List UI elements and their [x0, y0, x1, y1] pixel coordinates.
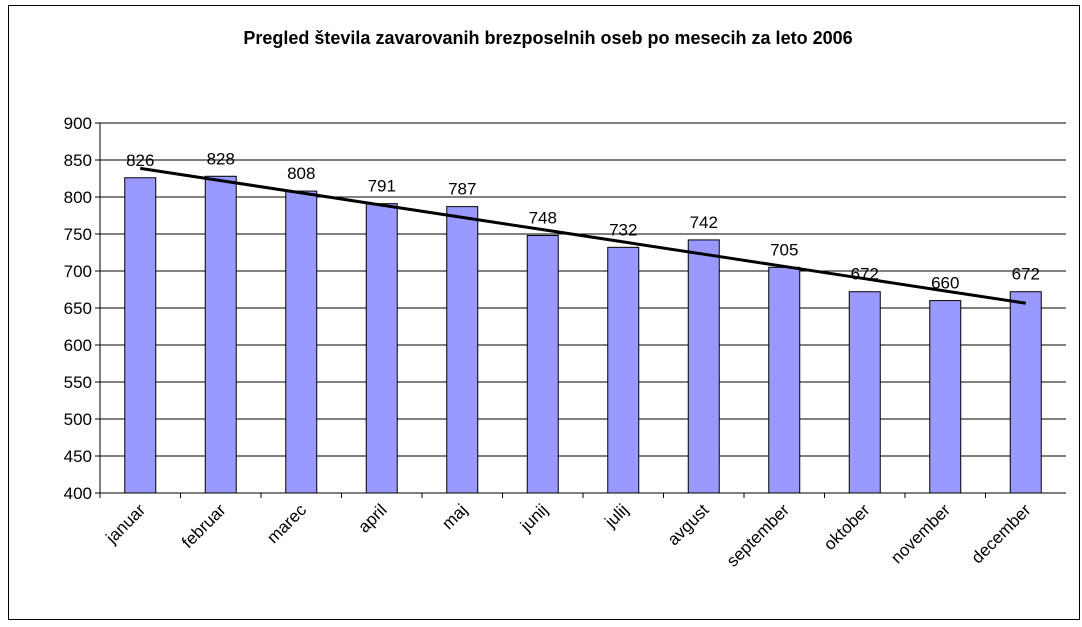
data-label: 808 — [287, 164, 315, 183]
y-tick-label: 750 — [64, 225, 92, 244]
bar — [285, 190, 318, 494]
y-tick-label: 800 — [64, 188, 92, 207]
y-tick-label: 850 — [64, 151, 92, 170]
y-tick-label: 900 — [64, 114, 92, 133]
data-label: 672 — [1012, 265, 1040, 284]
bar — [607, 246, 640, 494]
bar — [848, 291, 881, 494]
data-label: 732 — [609, 220, 637, 239]
y-tick-label: 500 — [64, 410, 92, 429]
trendline — [140, 166, 1026, 305]
bar — [204, 175, 237, 494]
y-tick-label: 600 — [64, 336, 92, 355]
bar — [687, 239, 720, 494]
chart-title: Pregled števila zavarovanih brezposelnih… — [243, 28, 852, 48]
y-tick-label: 650 — [64, 299, 92, 318]
bar — [929, 300, 962, 494]
data-label: 660 — [931, 274, 959, 293]
data-label: 787 — [448, 180, 476, 199]
y-tick-label: 450 — [64, 447, 92, 466]
data-label: 705 — [770, 240, 798, 259]
y-tick-label: 700 — [64, 262, 92, 281]
bar — [446, 206, 479, 494]
data-label: 742 — [690, 213, 718, 232]
y-tick-label: 400 — [64, 484, 92, 503]
data-label: 828 — [207, 149, 235, 168]
bar — [1009, 291, 1042, 494]
y-tick-label: 550 — [64, 373, 92, 392]
data-label: 826 — [126, 151, 154, 170]
data-label: 748 — [529, 208, 557, 227]
bar — [526, 234, 559, 494]
data-label: 791 — [368, 177, 396, 196]
bar — [365, 203, 398, 494]
bar — [768, 266, 801, 494]
bar — [124, 177, 157, 494]
